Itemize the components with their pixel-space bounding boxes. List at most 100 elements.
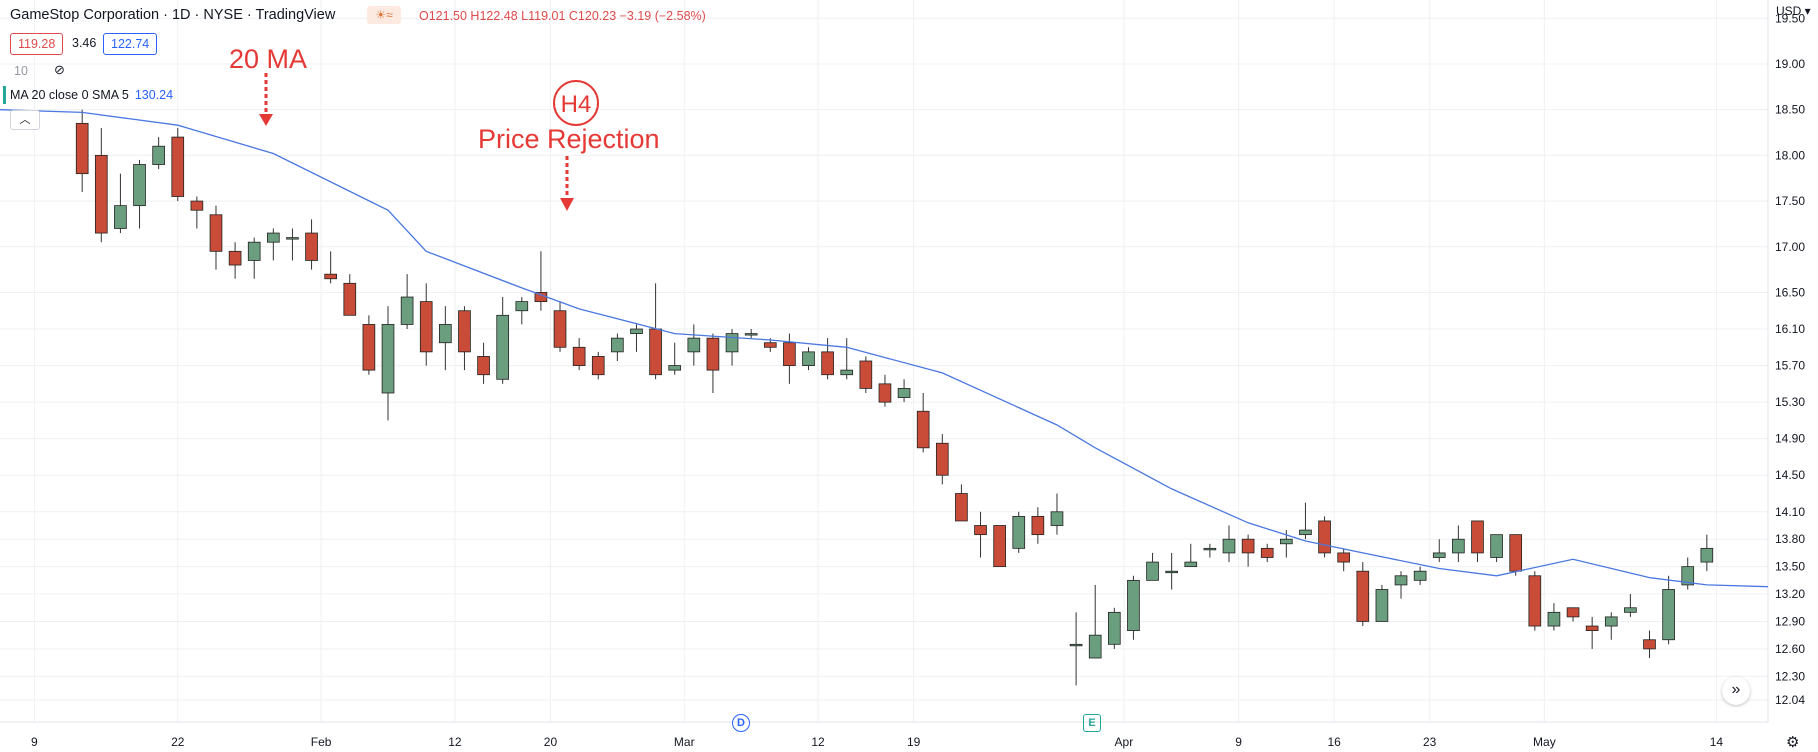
gear-icon[interactable]: ⚙ <box>1786 734 1800 751</box>
price-tick-label: 13.50 <box>1775 560 1805 574</box>
candle <box>1241 534 1255 567</box>
candle-body-down <box>572 346 586 366</box>
candlestick-series <box>75 109 1714 686</box>
candle <box>553 301 567 352</box>
candle <box>1452 525 1465 563</box>
candle <box>1107 607 1121 649</box>
price-tick-label: 12.90 <box>1775 614 1805 628</box>
candle <box>1662 575 1675 645</box>
candle-body-up <box>840 369 854 376</box>
candle <box>897 379 911 403</box>
candle <box>859 356 873 393</box>
candle-body-down <box>859 360 873 389</box>
ma-arrow-head <box>259 114 273 126</box>
candle-body-down <box>458 310 471 353</box>
candle <box>1413 566 1427 585</box>
candle <box>687 324 701 366</box>
candle <box>1432 539 1446 563</box>
candle <box>935 434 949 485</box>
candle-body-down <box>94 154 108 234</box>
candle <box>458 306 471 371</box>
chevron-up-icon[interactable]: ︿ <box>10 110 40 130</box>
price-tick-label: 14.10 <box>1775 505 1805 519</box>
candle <box>1146 552 1159 581</box>
candle <box>1604 612 1618 640</box>
currency-selector[interactable]: USD ▾ <box>1776 4 1811 18</box>
candle <box>1031 507 1045 544</box>
candle <box>591 351 605 380</box>
candle-body-up <box>133 164 146 207</box>
candle-body-up <box>1050 511 1064 526</box>
spread-value: 3.46 <box>72 36 97 50</box>
buy-price-badge[interactable]: 122.74 <box>103 33 158 55</box>
price-tick-label: 12.04 <box>1775 693 1805 707</box>
dividend-event-marker[interactable]: D <box>732 714 750 732</box>
candle-body-down <box>1528 575 1542 627</box>
candle-body-down <box>1356 570 1370 622</box>
candle <box>1299 502 1312 540</box>
candle <box>286 228 299 261</box>
sell-price-badge[interactable]: 119.28 <box>10 33 64 55</box>
candle <box>324 251 337 284</box>
candle <box>649 283 662 380</box>
candle-body-down <box>974 525 987 536</box>
candle <box>305 219 318 270</box>
candle-body-down <box>591 356 605 376</box>
price-tick-label: 14.50 <box>1775 468 1805 482</box>
price-tick-label: 19.00 <box>1775 57 1805 71</box>
candle-body-down <box>209 214 223 252</box>
candle <box>993 525 1006 568</box>
price-tick-label: 16.10 <box>1775 322 1805 336</box>
candle <box>534 251 548 311</box>
candle-body-down <box>1585 625 1599 632</box>
candle-body-up <box>1413 570 1427 581</box>
candle <box>190 196 204 229</box>
candle <box>725 329 739 366</box>
candle <box>1547 603 1561 631</box>
candle-body-up <box>286 237 299 240</box>
annotation-price-rejection: Price Rejection <box>478 124 660 154</box>
candle <box>1165 552 1178 590</box>
candle-body-up <box>802 351 815 366</box>
annotation-20-ma: 20 MA <box>229 44 308 74</box>
chart-title[interactable]: GameStop Corporation · 1D · NYSE · Tradi… <box>10 7 336 23</box>
time-tick-label: 12 <box>448 735 462 749</box>
time-tick-label: 14 <box>1710 735 1724 749</box>
annotation-arrows <box>259 73 574 211</box>
candle <box>1088 584 1102 659</box>
candle <box>152 137 165 170</box>
price-tick-label: 18.00 <box>1775 148 1805 162</box>
time-axis[interactable]: 9 22 Feb 12 20 Mar 12 19 Apr 9 16 23 May 14 <box>31 735 1723 749</box>
candle <box>1509 534 1523 576</box>
time-tick-label: 23 <box>1423 735 1437 749</box>
price-tick-label: 19.50 <box>1775 11 1805 25</box>
candle-body-up <box>1700 547 1714 563</box>
candle-body-up <box>1432 552 1446 558</box>
weather-badge[interactable]: ☀≈ <box>367 6 401 24</box>
candle <box>1394 571 1408 599</box>
candle-body-down <box>477 356 490 376</box>
candle-body-down <box>419 301 433 353</box>
candle-body-up <box>114 205 127 229</box>
candle <box>1127 575 1140 640</box>
candle-body-up <box>725 333 739 353</box>
candle <box>1012 511 1026 553</box>
price-axis[interactable]: 19.50 19.00 18.50 18.00 17.50 17.00 16.50 16.10… <box>1775 11 1805 707</box>
candle <box>1069 612 1083 686</box>
candle <box>75 109 89 192</box>
earnings-event-marker[interactable]: E <box>1083 714 1101 732</box>
candle-body-up <box>630 328 643 334</box>
candle-body-up <box>1394 575 1408 586</box>
price-tick-label: 17.50 <box>1775 194 1805 208</box>
time-tick-label: 19 <box>907 735 921 749</box>
indicator-handle[interactable] <box>3 86 6 104</box>
double-chevron-right-icon[interactable]: » <box>1722 677 1750 705</box>
candle <box>1490 534 1503 563</box>
candle-body-down <box>1031 515 1045 536</box>
candle-body-up <box>266 232 280 243</box>
candle <box>1700 534 1714 572</box>
ma-indicator-legend[interactable]: MA 20 close 0 SMA 5 130.24 <box>10 88 173 102</box>
eye-off-icon[interactable]: ⊘ <box>54 62 65 77</box>
candle <box>209 205 223 270</box>
